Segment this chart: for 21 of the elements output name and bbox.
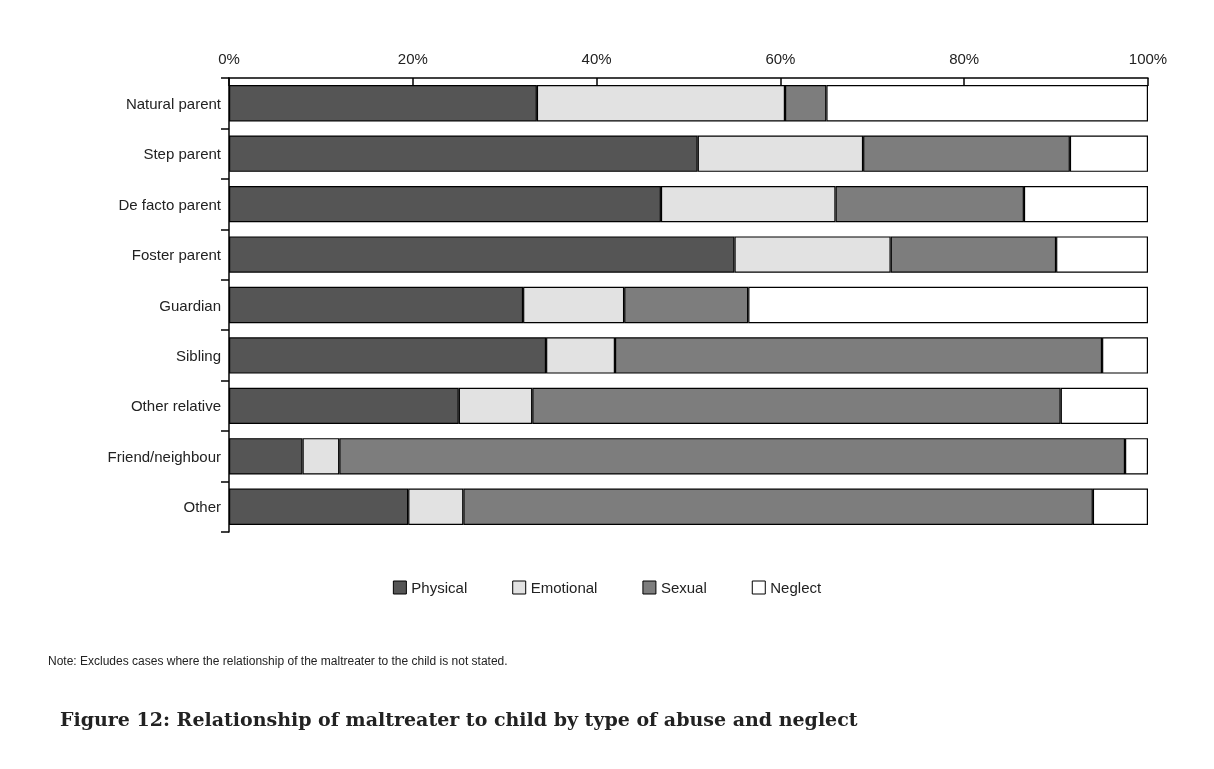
y-tick-label: Natural parent [125, 94, 222, 112]
x-tick-label: 40% [581, 50, 612, 67]
legend-label: Neglect [770, 579, 822, 596]
y-tick-label: De facto parent [118, 195, 222, 213]
text: Note: Excludes cases where the relationship of the maltreater to the child is not stated. [48, 654, 508, 668]
legend-label: Sexual [660, 579, 707, 596]
y-tick-label: Step parent [143, 145, 222, 163]
x-tick-label: 20% [397, 50, 428, 67]
legend-label: Physical [411, 579, 468, 596]
x-tick-label: 60% [765, 50, 796, 67]
x-tick-label: 0% [218, 50, 240, 67]
legend-label: Emotional [530, 579, 598, 596]
y-tick-label: Friend/neighbour [107, 447, 221, 465]
y-tick-label: Other relative [130, 397, 221, 415]
x-tick-label: 100% [1128, 50, 1168, 67]
y-tick-label: Sibling [175, 346, 221, 364]
x-tick-label: 80% [949, 50, 980, 67]
y-tick-label: Guardian [159, 296, 221, 314]
y-tick-label: Foster parent [131, 246, 222, 264]
y-tick-label: Other [183, 498, 221, 516]
text: Figure 12: Relationship of maltreater to child by type of abuse and neglect [60, 708, 858, 730]
